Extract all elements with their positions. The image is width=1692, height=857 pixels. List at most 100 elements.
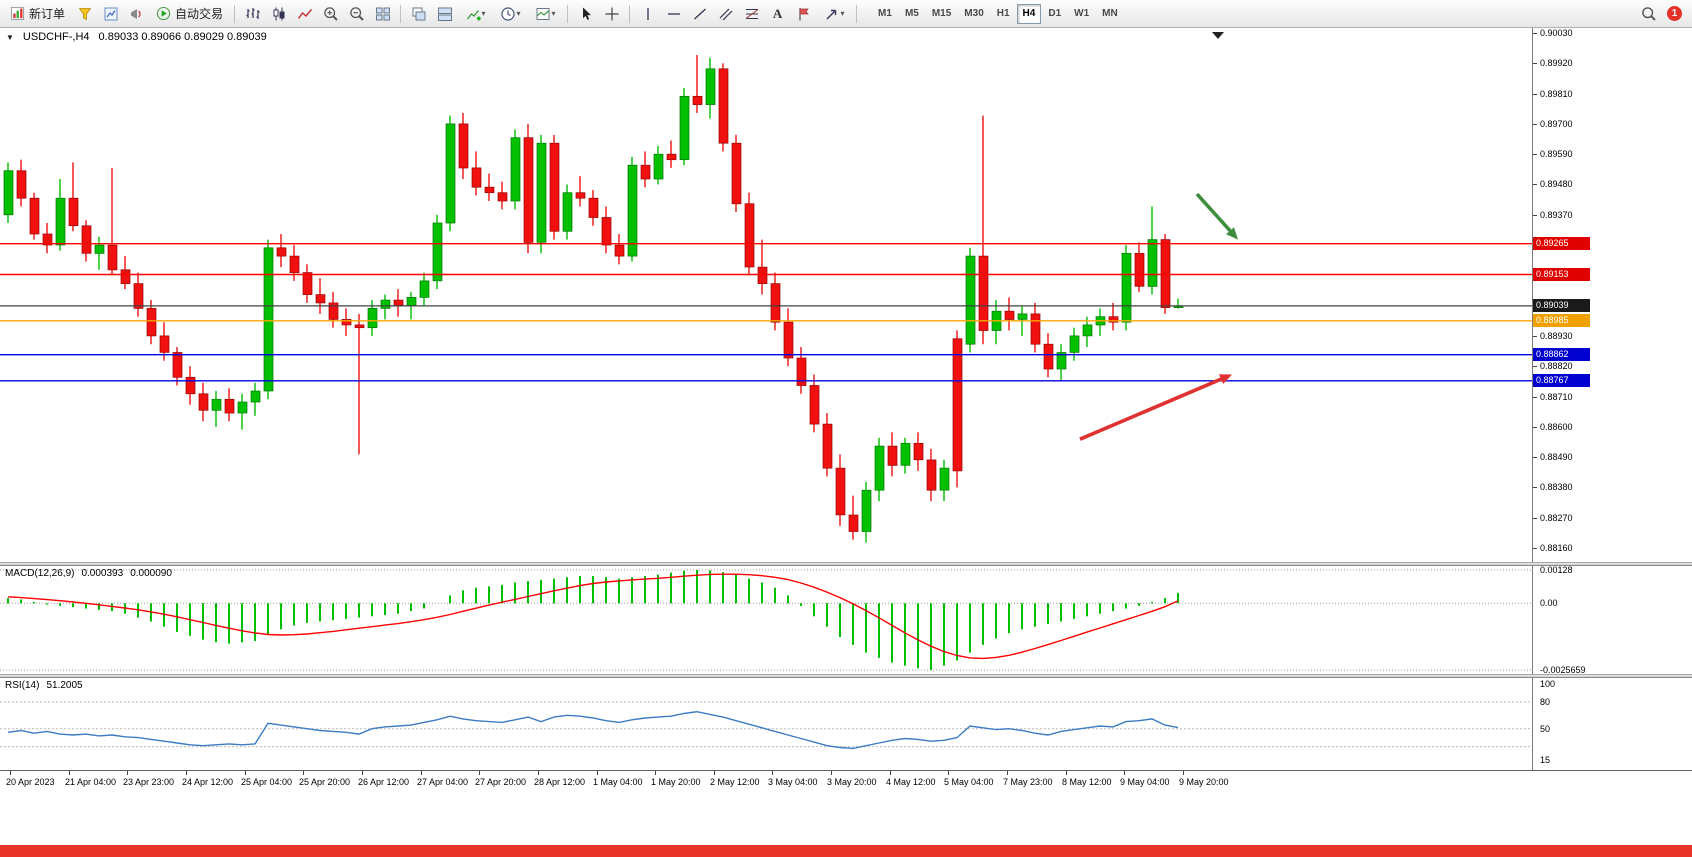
templates-button[interactable]: ▾ [528,3,562,25]
timeframe-button-d1[interactable]: D1 [1042,4,1067,24]
macd-axis-label: -0.0025659 [1540,665,1586,674]
bar-chart-button[interactable] [240,3,265,25]
rsi-axis[interactable]: 100 80 50 15 [1532,678,1692,770]
fibonacci-icon [745,8,758,19]
new-order-button[interactable]: 新订单 [4,3,71,25]
arrange-windows-icon [437,7,452,21]
price-axis[interactable]: 0.90030 0.89920 0.89810 0.89700 0.89590 0.894… [1532,28,1692,562]
zoom-in-button[interactable] [318,3,343,25]
time-axis[interactable]: 20 Apr 2023 21 Apr 04:00 23 Apr 23:00 24 Ap… [0,770,1692,792]
price-tick-mark [1533,124,1537,125]
rsi-axis-label: 80 [1540,697,1551,707]
zoom-out-icon [349,6,364,21]
timeframe-button-mn[interactable]: MN [1096,4,1124,24]
cascade-windows-icon [412,7,426,20]
timeframe-button-m30[interactable]: M30 [958,4,989,24]
time-tick-label: 27 Apr 04:00 [417,777,469,787]
price-tick-mark [1533,457,1537,458]
text-tool[interactable]: A [765,3,790,25]
rsi-pane[interactable]: RSI(14) 51.2005 100 80 50 15 [0,678,1692,770]
time-tick-mark [655,771,656,775]
time-tick-label: 28 Apr 12:00 [534,777,586,787]
price-tick-label: 0.88930 [1540,331,1573,341]
price-tick-label: 0.89590 [1540,149,1573,159]
candlestick-chart[interactable] [0,28,1532,562]
time-tick-mark [362,771,363,775]
rsi-chart[interactable] [0,678,1532,770]
current-price-box: 0.89039 [1533,299,1590,312]
crosshair-button[interactable] [599,3,624,25]
time-tick-label: 2 May 12:00 [710,777,760,787]
timeframe-group: M1 M5 M15 M30 H1 H4 D1 W1 MN [872,3,1124,24]
indicators-button[interactable]: ▾ [458,3,492,25]
pane-splitter[interactable] [0,674,1692,678]
time-tick-label: 26 Apr 12:00 [358,777,410,787]
candlestick-chart-icon [273,7,285,20]
timeframe-button-m15[interactable]: M15 [926,4,957,24]
crosshair-icon [605,7,619,20]
rsi-axis-label: 15 [1540,755,1551,765]
time-tick-label: 4 May 12:00 [886,777,936,787]
timeframe-button-m1[interactable]: M1 [872,4,898,24]
chevron-down-icon: ▾ [481,9,486,18]
price-tick-label: 0.89810 [1540,89,1573,99]
channel-tool[interactable] [713,3,738,25]
main-chart-pane[interactable]: ▼ USDCHF-,H4 0.89033 0.89066 0.89029 0.8… [0,28,1692,562]
time-tick-mark [69,771,70,775]
search-button[interactable] [1636,3,1661,25]
time-tick-label: 25 Apr 04:00 [241,777,293,787]
arrows-tool[interactable]: ▾ [817,3,851,25]
timeframe-button-h4[interactable]: H4 [1016,3,1042,24]
megaphone-icon [130,8,141,19]
notification-badge[interactable]: 1 [1667,6,1682,21]
cursor-button[interactable] [573,3,598,25]
alerts-button[interactable] [124,3,149,25]
timeframe-button-w1[interactable]: W1 [1068,4,1095,24]
funnel-button[interactable] [72,3,97,25]
autotrading-icon [156,6,171,21]
zoom-out-button[interactable] [344,3,369,25]
time-tick-mark [10,771,11,775]
time-tick-label: 9 May 04:00 [1120,777,1170,787]
profiles-button[interactable] [98,3,123,25]
time-tick-label: 7 May 23:00 [1003,777,1053,787]
price-level-box: 0.89153 [1533,268,1590,281]
time-tick-label: 23 Apr 23:00 [123,777,175,787]
price-tick-mark [1533,184,1537,185]
vertical-line-tool[interactable] [635,3,660,25]
label-tool[interactable] [791,3,816,25]
trendline-tool[interactable] [687,3,712,25]
toolbar-separator [856,4,858,23]
periods-button[interactable]: ▾ [493,3,527,25]
tile-windows-button[interactable] [370,3,395,25]
line-chart-button[interactable] [292,3,317,25]
price-tick-mark [1533,397,1537,398]
time-tick-mark [421,771,422,775]
cursor-icon [582,7,591,20]
pane-splitter[interactable] [0,562,1692,566]
macd-axis[interactable]: 0.00128 0.00 -0.0025659 [1532,566,1692,674]
time-tick-label: 25 Apr 20:00 [299,777,351,787]
macd-pane[interactable]: MACD(12,26,9) 0.000393 0.000090 0.00128 0… [0,566,1692,674]
time-tick-label: 9 May 20:00 [1179,777,1229,787]
horizontal-line-tool[interactable] [661,3,686,25]
macd-axis-label: 0.00 [1540,598,1558,608]
toolbar-right: 1 [1636,3,1688,25]
rsi-axis-label: 50 [1540,724,1551,734]
candlestick-chart-button[interactable] [266,3,291,25]
timeframe-button-m5[interactable]: M5 [899,4,925,24]
time-tick-label: 8 May 12:00 [1062,777,1112,787]
cascade-windows-button[interactable] [406,3,431,25]
macd-chart[interactable] [0,566,1532,674]
time-tick-mark [1183,771,1184,775]
time-tick-mark [538,771,539,775]
time-tick-mark [1007,771,1008,775]
fibonacci-tool[interactable] [739,3,764,25]
autotrading-button[interactable]: 自动交易 [150,3,229,25]
templates-icon [536,7,550,20]
arrange-windows-button[interactable] [432,3,457,25]
timeframe-button-h1[interactable]: H1 [991,4,1016,24]
time-tick-label: 20 Apr 2023 [6,777,55,787]
zoom-in-icon [323,6,338,21]
chart-menu-arrow-icon[interactable]: ▼ [6,32,14,42]
